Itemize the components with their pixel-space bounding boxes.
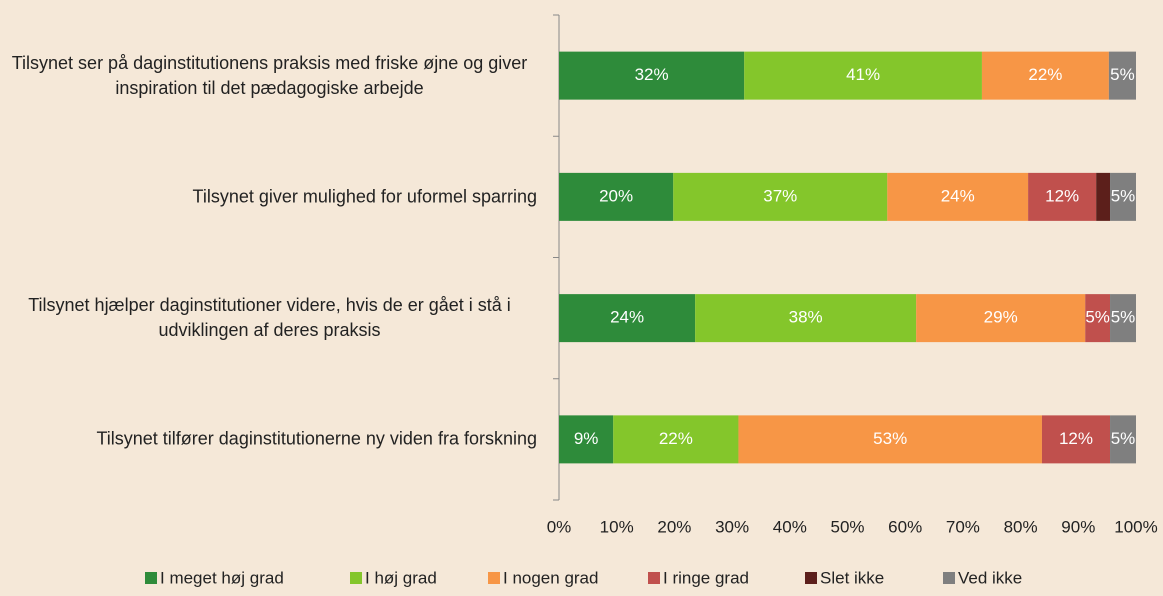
bar-segment [1085, 294, 1111, 343]
bar-segment [981, 51, 1109, 100]
legend-swatch [648, 572, 660, 584]
legend-swatch [805, 572, 817, 584]
x-tick-label: 70% [946, 517, 980, 536]
data-label: 53% [873, 429, 907, 448]
data-label: 37% [763, 186, 797, 205]
x-tick-label: 20% [657, 517, 691, 536]
bar-segment [1110, 415, 1136, 464]
legend-swatch [145, 572, 157, 584]
data-label: 5% [1111, 429, 1136, 448]
legend-label: Slet ikke [820, 568, 884, 587]
data-label: 5% [1085, 308, 1110, 327]
x-tick-label: 0% [547, 517, 572, 536]
x-tick-label: 90% [1061, 517, 1095, 536]
bar-segment [1028, 172, 1097, 221]
data-label: 29% [984, 308, 1018, 327]
data-label: 22% [659, 429, 693, 448]
bar-segment [559, 172, 674, 221]
bar-segment [744, 51, 982, 100]
category-label: Tilsynet hjælper daginstitutioner videre… [28, 295, 511, 341]
bar-segment [559, 415, 614, 464]
data-label: 38% [789, 308, 823, 327]
category-label: Tilsynet giver mulighed for uformel spar… [192, 186, 537, 207]
bar-segment [673, 172, 888, 221]
data-label: 20% [599, 186, 633, 205]
bar-segment [613, 415, 739, 464]
category-label: Tilsynet tilfører daginstitutionerne ny … [96, 428, 537, 449]
legend-label: Ved ikke [958, 568, 1022, 587]
bar-segment [559, 51, 745, 100]
legend-swatch [943, 572, 955, 584]
bar-segment [1041, 415, 1111, 464]
legend-label: I meget høj grad [160, 568, 284, 587]
data-label: 24% [941, 186, 975, 205]
x-tick-label: 50% [830, 517, 864, 536]
x-tick-label: 80% [1004, 517, 1038, 536]
legend-swatch [488, 572, 500, 584]
category-label: Tilsynet ser på daginstitutionens praksi… [11, 52, 528, 98]
data-label: 22% [1028, 65, 1062, 84]
bar-segment [1110, 294, 1136, 343]
data-label: 12% [1059, 429, 1093, 448]
data-label: 5% [1111, 308, 1136, 327]
legend-swatch [350, 572, 362, 584]
bar-segment [738, 415, 1042, 464]
data-label: 24% [610, 308, 644, 327]
bar-segment [1108, 51, 1136, 100]
bar-segment [887, 172, 1029, 221]
x-tick-label: 40% [773, 517, 807, 536]
bar-segment [1096, 172, 1111, 221]
bar-segment [695, 294, 917, 343]
legend-label: I høj grad [365, 568, 437, 587]
data-label: 41% [846, 65, 880, 84]
bar-segment [916, 294, 1086, 343]
legend-label: I ringe grad [663, 568, 749, 587]
bar-segment [559, 294, 696, 343]
data-label: 32% [635, 65, 669, 84]
legend-label: I nogen grad [503, 568, 598, 587]
data-label: 5% [1110, 65, 1135, 84]
x-tick-label: 10% [600, 517, 634, 536]
data-label: 9% [574, 429, 599, 448]
bar-segment [1110, 172, 1136, 221]
x-tick-label: 100% [1114, 517, 1157, 536]
x-tick-label: 30% [715, 517, 749, 536]
data-label: 12% [1045, 186, 1079, 205]
data-label: 5% [1111, 186, 1136, 205]
x-tick-label: 60% [888, 517, 922, 536]
